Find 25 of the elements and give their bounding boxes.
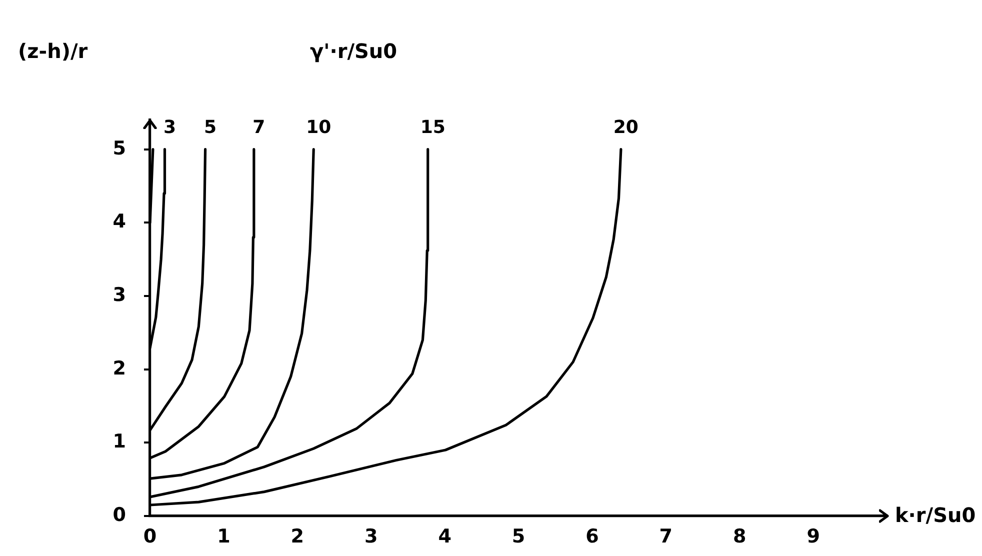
x-tick-label: 8 [732,525,746,548]
x-tick-label: 6 [586,525,599,548]
x-tick-label: 5 [512,525,526,548]
y-tick-label: 5 [112,137,126,160]
series-label: 5 [204,117,217,138]
legend-title: γ'·r/Su0 [310,39,398,63]
series-label: 10 [306,117,332,138]
series-label: 7 [252,117,266,138]
legend-label: 3 [163,117,176,138]
series-label: 15 [420,117,446,138]
x-tick-label: 4 [438,525,452,548]
y-tick-label: 3 [112,284,126,306]
y-tick-label: 4 [112,210,126,233]
x-tick-label: 1 [217,525,230,548]
y-tick-label: 1 [112,430,126,453]
y-axis-title: (z-h)/r [18,39,88,63]
x-tick-label: 0 [143,525,157,548]
series-label: 20 [613,117,638,138]
x-axis-title: k·r/Su0 [895,503,976,527]
x-tick-label: 2 [290,525,304,548]
y-tick-label: 0 [112,504,126,526]
y-tick-label: 2 [112,357,126,380]
x-tick-label: 7 [659,525,673,548]
x-tick-label: 9 [806,525,820,548]
x-tick-label: 3 [364,525,378,548]
